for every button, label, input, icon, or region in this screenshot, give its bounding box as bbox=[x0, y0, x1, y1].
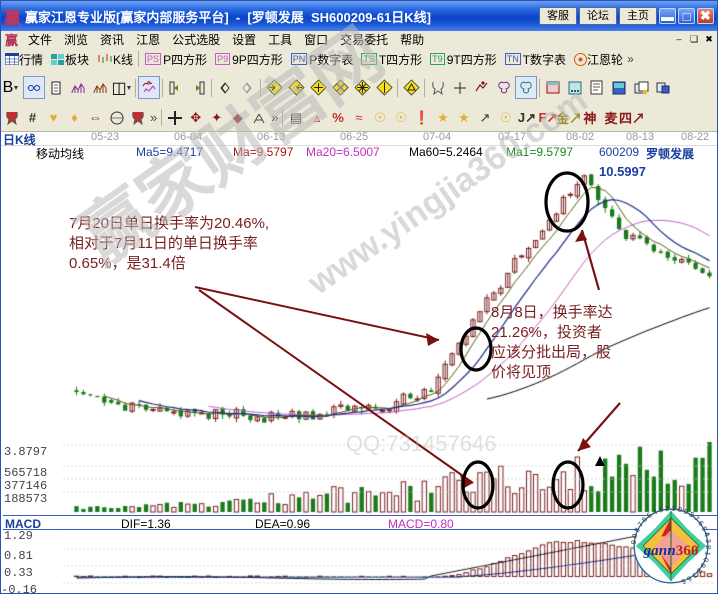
svg-text:gann360: gann360 bbox=[643, 542, 699, 559]
